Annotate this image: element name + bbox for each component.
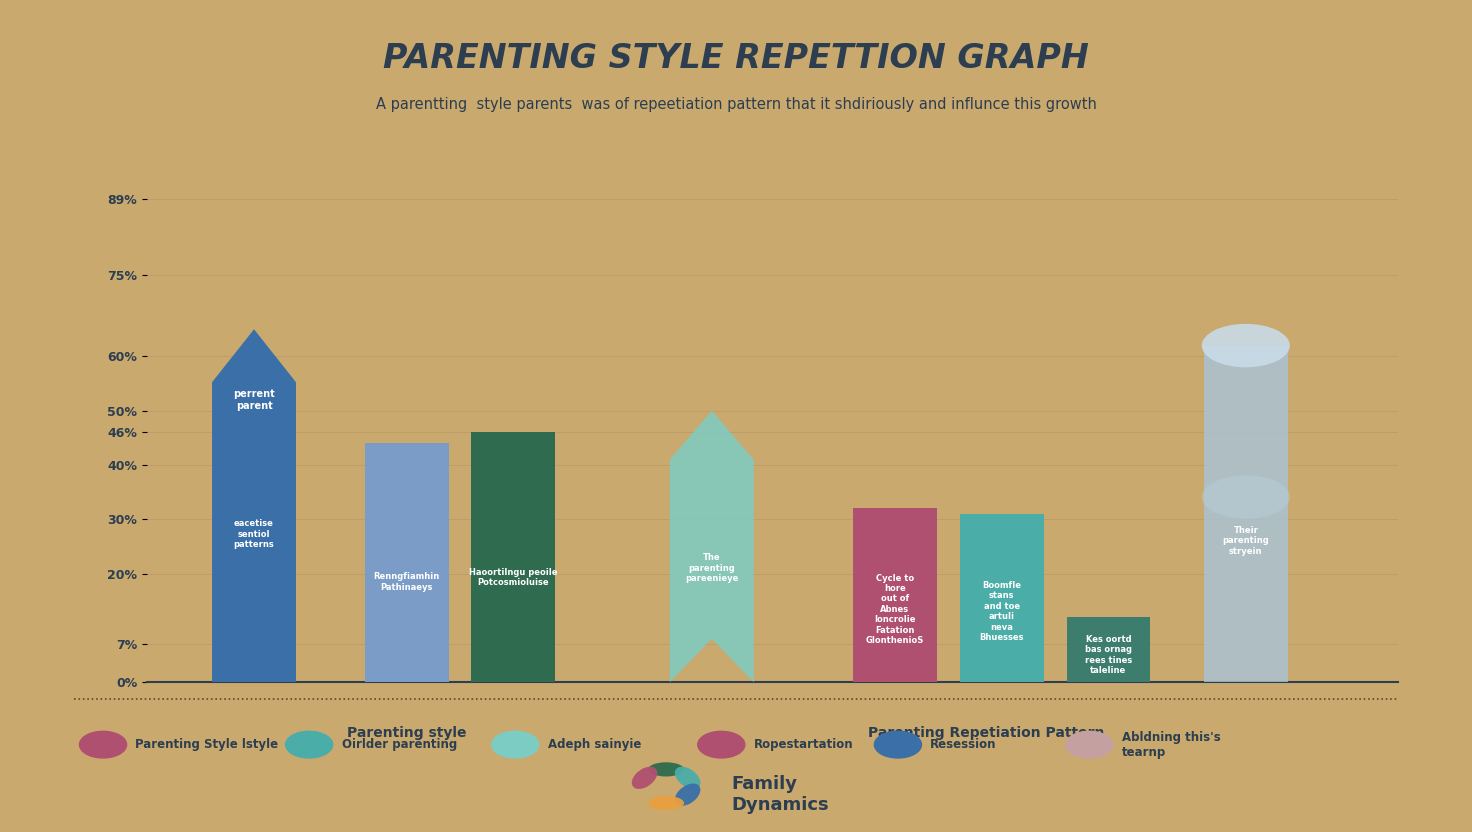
Bar [852,508,936,682]
Ellipse shape [1201,475,1289,519]
Bar [1067,617,1151,682]
Text: Parenting Style lstyle: Parenting Style lstyle [135,738,278,751]
Text: eacetise
sentiol
patterns: eacetise sentiol patterns [234,519,274,549]
Text: Cycle to
hore
out of
Abnes
Ioncrolie
Fatation
GlonthenioS: Cycle to hore out of Abnes Ioncrolie Fat… [866,573,924,645]
Ellipse shape [648,796,684,810]
Ellipse shape [631,767,658,789]
Text: Kes oortd
bas ornag
rees tines
taleline: Kes oortd bas ornag rees tines taleline [1085,635,1132,675]
Text: Adeph sainyie: Adeph sainyie [548,738,640,751]
Text: A parentting  style parents  was of repeetiation pattern that it shdiriously and: A parentting style parents was of repeet… [375,97,1097,111]
Text: The
parenting
pareenieye: The parenting pareenieye [684,553,739,583]
Ellipse shape [1201,324,1289,367]
Polygon shape [670,411,754,682]
Text: Oirlder parenting: Oirlder parenting [342,738,456,751]
Text: Ropestartation: Ropestartation [754,738,854,751]
Bar [960,514,1044,682]
Text: Family
Dynamics: Family Dynamics [732,775,829,814]
Text: Their
parenting
stryein: Their parenting stryein [1222,526,1269,556]
Text: Abldning this's
tearnp: Abldning this's tearnp [1122,730,1220,759]
Ellipse shape [648,762,684,776]
Text: perrent
parent: perrent parent [233,389,275,411]
Text: Boomfle
stans
and toe
artuli
neva
Bhuesses: Boomfle stans and toe artuli neva Bhuess… [979,581,1025,642]
Text: PARENTING STYLE REPETTION GRAPH: PARENTING STYLE REPETTION GRAPH [383,42,1089,75]
Text: Haoortilngu peoile
Potcosmioluise: Haoortilngu peoile Potcosmioluise [470,567,558,587]
Text: Parenting Repetiation Pattern: Parenting Repetiation Pattern [868,726,1104,740]
Ellipse shape [674,767,701,789]
Text: Resession: Resession [930,738,997,751]
Bar [471,433,555,682]
Text: Renngfiamhin
Pathinaeys: Renngfiamhin Pathinaeys [374,572,440,592]
Bar [365,443,449,682]
Bar [1204,345,1288,682]
Polygon shape [212,329,296,682]
Ellipse shape [674,784,701,805]
Text: Parenting style: Parenting style [347,726,467,740]
